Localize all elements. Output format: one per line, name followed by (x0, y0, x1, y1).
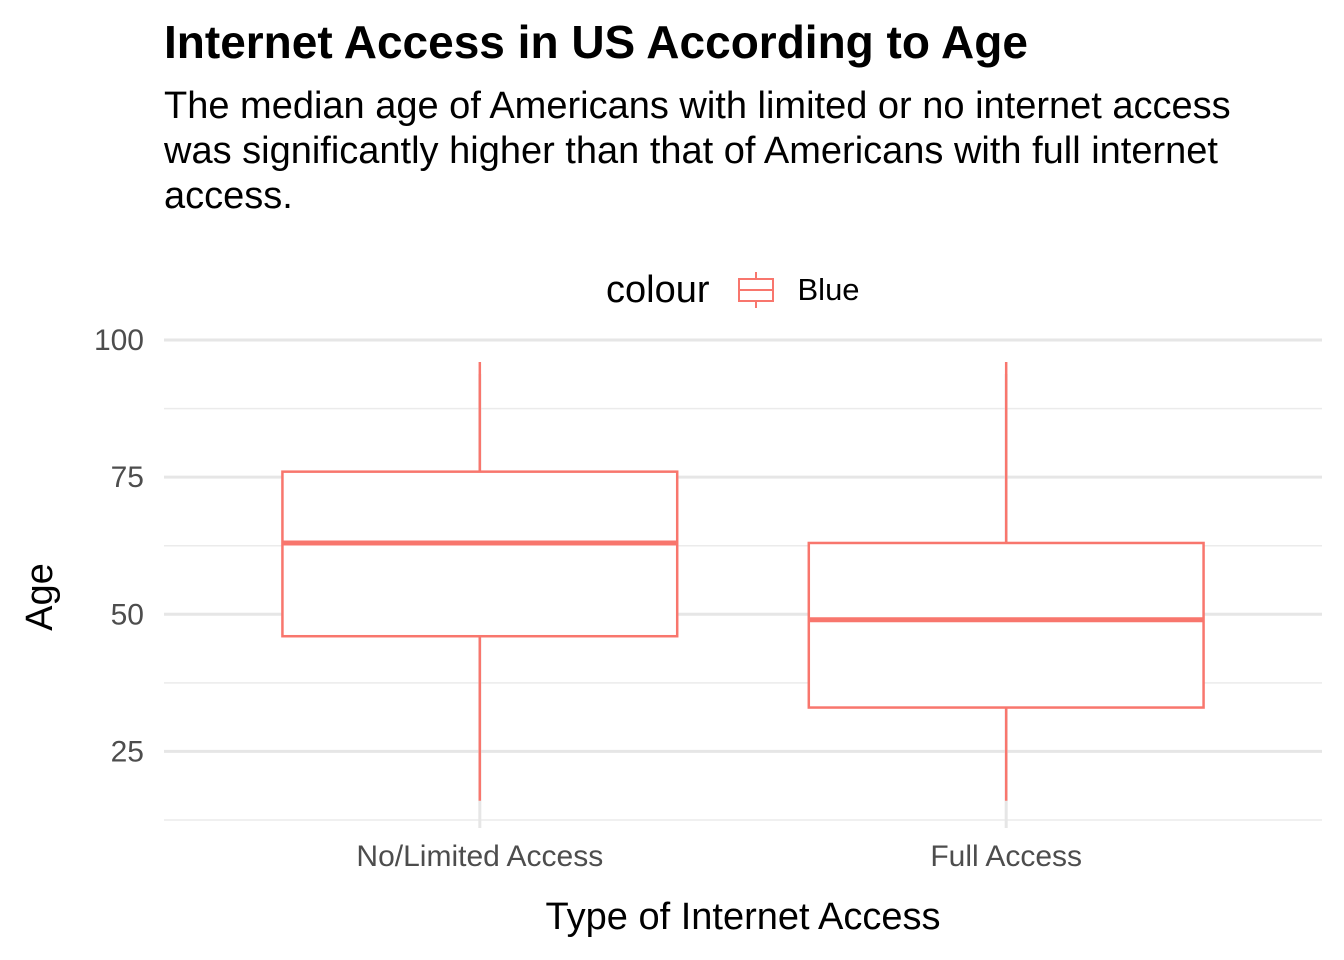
chart-title: Internet Access in US According to Age (164, 16, 1028, 68)
legend-title: colour (606, 268, 710, 311)
y-axis-title: Age (19, 563, 61, 631)
y-tick-label: 100 (94, 324, 144, 357)
x-tick-label: Full Access (930, 840, 1082, 873)
box-full-access (807, 361, 1205, 801)
y-tick-label: 75 (111, 461, 144, 494)
y-tick-label: 25 (111, 735, 144, 768)
y-tick-label: 50 (111, 598, 144, 631)
box-body (807, 541, 1205, 709)
x-axis-title: Type of Internet Access (546, 896, 941, 938)
boxes (281, 361, 1205, 801)
tick-labels: 25 50 75 100 No/Limited Access Full Access (94, 324, 1082, 873)
legend-key-icon (737, 272, 774, 308)
box-no-limited-access (281, 361, 679, 801)
chart-subtitle: The median age of Americans with limited… (164, 85, 1231, 217)
legend: colour Blue (606, 262, 860, 318)
legend-label: Blue (797, 272, 860, 307)
box-body (281, 470, 679, 638)
x-tick-label: No/Limited Access (356, 840, 603, 873)
